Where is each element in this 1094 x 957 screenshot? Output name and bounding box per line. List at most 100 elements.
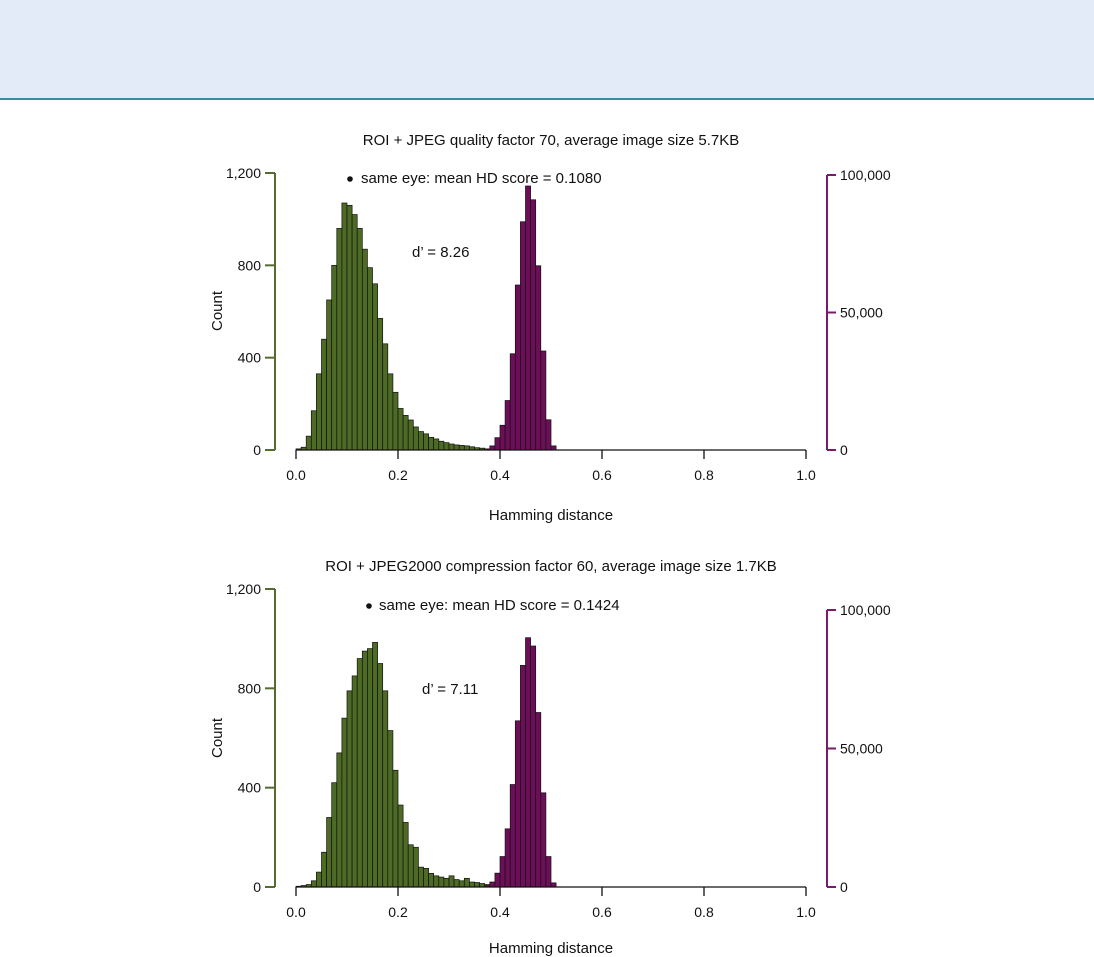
left-tick-label: 1,200 xyxy=(226,581,261,597)
x-tick-label: 0.6 xyxy=(592,904,612,920)
same-eye-bar xyxy=(423,433,429,451)
x-tick-label: 0.4 xyxy=(490,467,510,483)
different-eye-bar xyxy=(540,792,547,888)
same-eye-bar xyxy=(438,876,445,888)
different-eye-bar xyxy=(489,881,496,888)
left-tick-label: 400 xyxy=(238,780,262,796)
same-eye-bar xyxy=(392,391,399,451)
histogram-chart-jpeg: ROI + JPEG quality factor 70, average im… xyxy=(209,132,891,524)
different-eye-bar xyxy=(535,712,542,888)
same-eye-bar xyxy=(372,642,378,888)
same-eye-bar xyxy=(361,650,368,888)
x-axis-label: Hamming distance xyxy=(489,507,613,524)
same-eye-bar xyxy=(341,717,348,888)
same-eye-bar xyxy=(407,419,414,451)
same-eye-bar xyxy=(351,675,358,888)
same-eye-bar xyxy=(433,875,440,888)
same-eye-bar xyxy=(418,431,424,451)
different-eye-bar xyxy=(540,350,547,451)
same-eye-bar xyxy=(305,435,312,451)
same-eye-bar xyxy=(453,444,460,451)
d-prime-annotation: d’ = 7.11 xyxy=(422,681,478,698)
d-prime-annotation: d’ = 8.26 xyxy=(412,244,469,261)
legend-text: same eye: mean HD score = 0.1424 xyxy=(379,597,620,614)
same-eye-bar xyxy=(346,204,353,451)
same-eye-bar xyxy=(402,822,409,888)
x-tick-label: 0.0 xyxy=(286,904,306,920)
same-eye-bar xyxy=(346,690,353,888)
same-eye-bar xyxy=(310,410,317,451)
x-axis: 0.0 0.2 0.4 0.6 0.8 1.0 xyxy=(286,450,816,483)
right-tick-label: 50,000 xyxy=(840,741,883,757)
different-eye-bar xyxy=(494,437,501,451)
same-eye-bar xyxy=(418,866,424,888)
same-eye-bar xyxy=(428,436,435,451)
x-axis: 0.0 0.2 0.4 0.6 0.8 1.0 xyxy=(286,887,816,920)
legend-bullet xyxy=(347,176,353,182)
same-eye-bar xyxy=(331,264,338,451)
right-y-axis: 0 50,000 100,000 xyxy=(826,167,891,458)
chart-title: ROI + JPEG2000 compression factor 60, av… xyxy=(325,558,776,575)
same-eye-bar xyxy=(423,868,429,888)
x-tick-label: 0.4 xyxy=(490,904,510,920)
different-eye-bar xyxy=(545,856,552,888)
same-eye-bar xyxy=(448,443,455,451)
same-eye-bar xyxy=(321,851,327,888)
histogram-bars xyxy=(295,185,557,451)
different-eye-bar xyxy=(514,720,521,888)
same-eye-bar xyxy=(341,202,348,451)
same-eye-bar xyxy=(326,817,333,888)
right-tick-label: 0 xyxy=(840,442,848,458)
same-eye-bar xyxy=(443,442,450,451)
different-eye-bar xyxy=(504,400,511,451)
same-eye-bar xyxy=(474,882,480,888)
different-eye-bar xyxy=(520,221,526,451)
chart-title: ROI + JPEG quality factor 70, average im… xyxy=(363,132,739,149)
same-eye-bar xyxy=(382,690,389,888)
x-tick-label: 0.8 xyxy=(694,467,714,483)
same-eye-bar xyxy=(433,438,440,451)
different-eye-bar xyxy=(494,872,501,888)
same-eye-bar xyxy=(326,299,333,451)
same-eye-bar xyxy=(377,318,384,451)
same-eye-bar xyxy=(407,844,414,888)
x-tick-label: 0.6 xyxy=(592,467,612,483)
same-eye-bar xyxy=(377,663,384,888)
same-eye-bar xyxy=(367,267,373,451)
same-eye-bar xyxy=(351,214,358,451)
right-tick-label: 100,000 xyxy=(840,602,891,618)
same-eye-bar xyxy=(428,872,435,888)
x-tick-label: 0.2 xyxy=(388,467,408,483)
top-banner xyxy=(0,0,1094,100)
different-eye-bar xyxy=(514,284,521,451)
left-y-axis: 0 400 800 1,200 xyxy=(226,581,276,895)
x-tick-label: 0.2 xyxy=(388,904,408,920)
different-eye-bar xyxy=(545,419,552,451)
right-tick-label: 50,000 xyxy=(840,305,883,321)
x-axis-label: Hamming distance xyxy=(489,940,613,957)
same-eye-bar xyxy=(412,846,419,888)
same-eye-bar xyxy=(443,877,450,888)
same-eye-bar xyxy=(382,343,389,451)
x-tick-label: 1.0 xyxy=(796,467,816,483)
legend-text: same eye: mean HD score = 0.1080 xyxy=(361,170,602,187)
same-eye-bar xyxy=(458,445,465,451)
same-eye-bar xyxy=(387,373,394,451)
left-tick-label: 800 xyxy=(238,680,262,696)
left-tick-label: 0 xyxy=(253,879,261,895)
same-eye-bar xyxy=(392,769,399,888)
same-eye-bar xyxy=(361,248,368,451)
different-eye-bar xyxy=(499,856,506,888)
different-eye-bar xyxy=(504,828,511,888)
same-eye-bar xyxy=(331,782,338,888)
y-axis-label: Count xyxy=(209,290,226,331)
same-eye-bar xyxy=(397,408,404,451)
x-tick-label: 0.0 xyxy=(286,467,306,483)
same-eye-bar xyxy=(356,228,363,451)
same-eye-bar xyxy=(463,877,470,888)
right-y-axis: 0 50,000 100,000 xyxy=(826,602,891,895)
same-eye-bar xyxy=(387,730,394,888)
same-eye-bar xyxy=(310,880,317,888)
same-eye-bar xyxy=(469,881,475,888)
same-eye-bar xyxy=(336,228,343,451)
